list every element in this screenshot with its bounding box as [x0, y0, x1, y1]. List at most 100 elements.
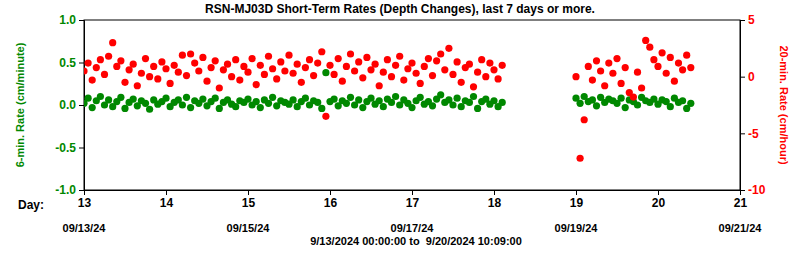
point — [687, 100, 694, 107]
point — [618, 80, 625, 87]
point — [593, 57, 600, 64]
date-label: 09/21/24 — [719, 222, 763, 234]
y2-axis-line — [741, 21, 746, 191]
point — [593, 102, 600, 109]
x-axis-line — [85, 191, 741, 196]
x-axis-tick-label: 19 — [570, 196, 584, 210]
date-label: 09/17/24 — [391, 222, 435, 234]
point — [417, 94, 424, 101]
background — [0, 0, 800, 256]
point — [85, 95, 92, 102]
date-label: 09/15/24 — [227, 222, 271, 234]
point — [654, 63, 661, 70]
point — [589, 96, 596, 103]
y-axis-tick: 0.0 — [59, 98, 84, 112]
point — [400, 76, 407, 83]
point — [179, 101, 186, 108]
point — [642, 37, 649, 44]
point — [408, 59, 415, 66]
point — [347, 50, 354, 57]
point — [634, 69, 641, 76]
point — [142, 55, 149, 62]
point — [671, 78, 678, 85]
x-axis-tick-mark — [494, 190, 495, 195]
point — [622, 104, 629, 111]
y-axis-tick: -0.5 — [55, 141, 84, 155]
y2-axis-tick: -10 — [740, 183, 766, 197]
y2-axis-tick-mark — [740, 133, 745, 134]
title: RSN-MJ03D Short-Term Rates (Depth Change… — [205, 2, 595, 16]
y-axis-line — [79, 21, 85, 191]
point — [630, 93, 637, 100]
point — [244, 69, 251, 76]
point — [638, 84, 645, 91]
point — [236, 76, 243, 83]
point — [388, 73, 395, 80]
point — [109, 39, 116, 46]
point — [97, 56, 104, 63]
point — [421, 63, 428, 70]
point — [162, 65, 169, 72]
point — [216, 105, 223, 112]
point — [384, 56, 391, 63]
point — [343, 100, 350, 107]
point — [285, 52, 292, 59]
point — [605, 59, 612, 66]
point — [376, 97, 383, 104]
point — [195, 67, 202, 74]
point — [117, 57, 124, 64]
point — [277, 58, 284, 65]
point — [179, 52, 186, 59]
point — [105, 96, 112, 103]
point — [482, 73, 489, 80]
point — [490, 66, 497, 73]
y2-axis-tick-label: -5 — [748, 127, 759, 141]
point — [376, 82, 383, 89]
point — [85, 59, 92, 66]
x-axis-tick-label: 14 — [160, 196, 174, 210]
y2-axis-tick-mark — [740, 77, 745, 78]
point — [363, 54, 370, 61]
point — [302, 64, 309, 71]
point — [470, 83, 477, 90]
point — [232, 56, 239, 63]
point — [572, 73, 579, 80]
y2-axis-title: 20-min. Rate (cm/hour) — [778, 45, 790, 165]
x-axis-tick: 17 — [406, 190, 420, 210]
y-axis-tick: 1.0 — [59, 13, 84, 27]
point — [380, 69, 387, 76]
point — [359, 74, 366, 81]
point — [437, 50, 444, 57]
point — [281, 67, 288, 74]
point — [257, 104, 264, 111]
y-axis-tick-mark — [79, 190, 84, 191]
point — [458, 103, 465, 110]
point — [429, 102, 436, 109]
point — [687, 64, 694, 71]
point — [269, 65, 276, 72]
y-axis-tick-mark — [79, 148, 84, 149]
point — [331, 95, 338, 102]
x-axis-tick-mark — [658, 190, 659, 195]
x-axis-tick: 13 — [78, 190, 92, 210]
point — [470, 93, 477, 100]
point — [306, 56, 313, 63]
point — [89, 76, 96, 83]
point — [121, 79, 128, 86]
date-label: 09/13/24 — [63, 222, 107, 234]
point — [290, 96, 297, 103]
point — [302, 95, 309, 102]
point — [224, 61, 231, 68]
point — [388, 99, 395, 106]
point — [212, 57, 219, 64]
chart: 131415161718192021-1.0-0.50.00.51.0-10-5… — [0, 0, 800, 256]
y-axis-title: 6-min. Rate (cm/minute) — [14, 42, 26, 167]
x-axis-tick-label: 21 — [734, 196, 748, 210]
point — [130, 95, 137, 102]
y2-axis-tick-mark — [740, 190, 745, 191]
point — [146, 73, 153, 80]
point — [339, 78, 346, 85]
point — [187, 50, 194, 57]
series — [84, 37, 694, 162]
point — [314, 99, 321, 106]
